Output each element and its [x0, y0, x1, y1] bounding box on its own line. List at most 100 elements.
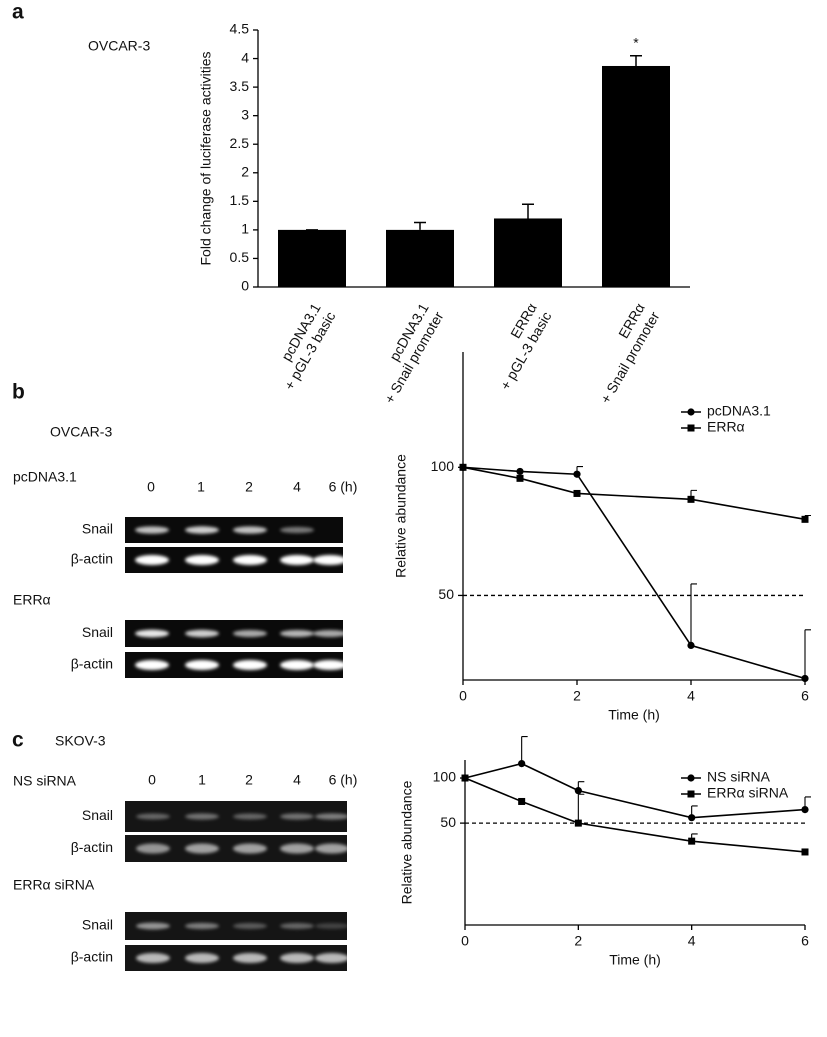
y-axis-label: Fold change of luciferase activities	[198, 52, 214, 266]
gel-band	[185, 813, 219, 820]
bar	[278, 229, 346, 287]
marker	[518, 797, 526, 805]
gel-band	[136, 922, 170, 930]
blot-label: ERRα siRNA	[13, 877, 95, 893]
gel-band	[135, 660, 169, 670]
panel-letter: a	[12, 1, 24, 24]
gel-band	[233, 660, 267, 670]
gel-band	[280, 555, 314, 565]
lane-label: 6 (h)	[329, 772, 358, 788]
y-tick-label: 50	[440, 814, 456, 830]
marker	[573, 470, 581, 478]
gel-band	[185, 526, 219, 534]
x-tick-label: 2	[574, 933, 582, 949]
row-label: β-actin	[71, 839, 113, 855]
gel-band	[185, 629, 219, 638]
gel-band	[185, 660, 219, 670]
marker	[459, 463, 467, 471]
cell-line: OVCAR-3	[88, 38, 150, 54]
marker	[574, 819, 582, 827]
row-label: Snail	[82, 917, 113, 933]
marker	[801, 848, 809, 856]
legend-label: NS siRNA	[707, 769, 771, 785]
y-tick-label: 3.5	[230, 78, 250, 94]
x-tick-label: 4	[687, 688, 695, 704]
marker	[801, 805, 809, 814]
gel-band	[233, 843, 267, 854]
gel-band	[233, 923, 267, 929]
y-tick-label: 3	[241, 106, 249, 122]
lane-label: 4	[293, 772, 301, 788]
y-tick-label: 1	[241, 221, 249, 237]
y-axis-label: Relative abundance	[393, 454, 409, 578]
row-label: β-actin	[71, 551, 113, 567]
gel-band	[280, 660, 314, 670]
x-tick-label: 6	[801, 933, 809, 949]
gel-band	[233, 630, 267, 637]
row-label: Snail	[82, 807, 113, 823]
legend-label: ERRα	[707, 419, 745, 435]
series-line	[462, 466, 806, 521]
gel-band	[280, 526, 314, 534]
marker	[516, 467, 524, 476]
lane-label: 4	[293, 479, 301, 495]
lane-label: 0	[148, 772, 156, 788]
y-tick-label: 100	[433, 769, 457, 785]
row-label: Snail	[82, 624, 113, 640]
x-tick-label: 4	[688, 933, 696, 949]
x-tick-label: 2	[573, 688, 581, 704]
gel-band	[233, 555, 267, 565]
x-tick-label: 0	[461, 933, 469, 949]
marker	[461, 774, 469, 782]
gel-band	[313, 555, 347, 565]
marker	[518, 760, 526, 768]
marker	[687, 495, 695, 503]
significance: *	[633, 34, 639, 50]
y-tick-label: 4	[241, 49, 249, 65]
marker	[801, 674, 809, 683]
row-label: β-actin	[71, 656, 113, 672]
bar	[602, 65, 670, 287]
gel-band	[315, 843, 349, 854]
gel-band	[233, 813, 267, 820]
gel-band	[185, 843, 219, 854]
gel-band	[185, 953, 219, 963]
y-tick-label: 0.5	[230, 249, 250, 265]
error-bar	[577, 793, 585, 824]
gel-band	[315, 813, 349, 820]
marker	[688, 814, 696, 822]
gel-band	[280, 953, 314, 963]
y-axis-label: Relative abundance	[399, 780, 415, 904]
lane-label: 2	[245, 479, 253, 495]
lane-label: 1	[198, 772, 206, 788]
gel-band	[280, 813, 314, 820]
marker	[687, 641, 695, 650]
gel-band	[185, 922, 219, 930]
gel-band	[280, 629, 314, 638]
cell-line: SKOV-3	[55, 733, 106, 749]
x-axis-label: Time (h)	[609, 952, 661, 968]
marker	[801, 515, 809, 523]
marker	[688, 837, 696, 845]
error-bar	[414, 221, 426, 230]
marker	[574, 787, 582, 795]
error-bar	[690, 583, 697, 646]
lane-label: 1	[197, 479, 205, 495]
marker	[516, 474, 524, 482]
legend-label: ERRα siRNA	[707, 785, 789, 801]
y-tick-label: 2.5	[230, 135, 250, 151]
blot-label: pcDNA3.1	[13, 469, 77, 485]
gel-band	[136, 813, 170, 820]
gel-band	[280, 843, 314, 854]
blot-label: ERRα	[13, 592, 51, 608]
lane-label: 6 (h)	[329, 479, 358, 495]
gel-band	[135, 629, 169, 638]
row-label: Snail	[82, 521, 113, 537]
gel-band	[135, 526, 169, 534]
gel-band	[315, 953, 349, 963]
legend-marker	[687, 408, 695, 416]
lane-label: 2	[245, 772, 253, 788]
row-label: β-actin	[71, 949, 113, 965]
legend-marker	[687, 774, 695, 782]
